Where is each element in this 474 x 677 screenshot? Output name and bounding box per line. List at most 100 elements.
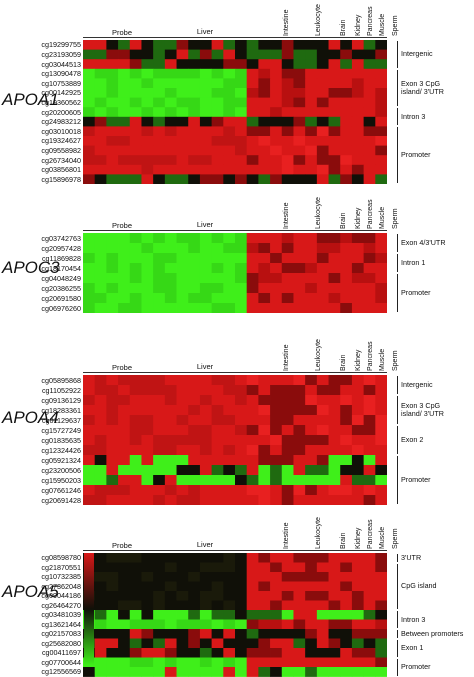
heatmap-cell xyxy=(129,455,142,466)
heatmap-cell xyxy=(223,59,236,70)
heatmap-cell xyxy=(188,253,201,264)
heatmap-cell xyxy=(293,253,306,264)
heatmap-cell xyxy=(223,283,236,294)
heatmap-cell xyxy=(106,126,119,137)
heatmap-cell xyxy=(258,562,271,573)
region-label-line: Promoter xyxy=(401,288,431,297)
heatmap-cell xyxy=(246,263,259,274)
heatmap-cell xyxy=(328,88,341,98)
heatmap-cell xyxy=(153,435,166,446)
gene-label-apoa5: APOA5 xyxy=(2,582,59,601)
heatmap-cell xyxy=(363,155,376,166)
heatmap-cell xyxy=(176,425,189,436)
heatmap-cell xyxy=(83,273,96,284)
heatmap-cell xyxy=(176,303,189,313)
heatmap-cell xyxy=(235,68,248,79)
heatmap-cell xyxy=(129,435,142,446)
heatmap-cell xyxy=(164,78,177,89)
heatmap-cell xyxy=(199,375,213,386)
heatmap-cell xyxy=(223,619,236,630)
heatmap-cell xyxy=(223,107,236,118)
heatmap-cell xyxy=(375,465,387,476)
heatmap-apoa1 xyxy=(83,40,387,184)
heatmap-cell xyxy=(235,638,248,649)
region-label-line: CpG island xyxy=(401,581,437,591)
heatmap-cell xyxy=(270,385,283,396)
heatmap-cell xyxy=(363,174,376,184)
heatmap-cell xyxy=(281,435,294,446)
heatmap-cell xyxy=(188,303,201,313)
heatmap-cell xyxy=(118,475,131,486)
heatmap-cell xyxy=(293,667,306,677)
heatmap-cell xyxy=(293,600,306,611)
heatmap-cell xyxy=(340,415,353,426)
heatmap-cell xyxy=(129,591,142,601)
heatmap-cell xyxy=(316,273,329,284)
heatmap-cell xyxy=(375,435,387,446)
heatmap-cell xyxy=(351,164,365,175)
heatmap-cell xyxy=(258,283,271,294)
heatmap-cell xyxy=(351,49,365,60)
probe-header: Probe xyxy=(112,221,133,230)
heatmap-cell xyxy=(153,395,166,406)
heatmap-cell xyxy=(270,465,283,476)
heatmap-cell xyxy=(363,107,376,118)
heatmap-cell xyxy=(188,375,201,386)
heatmap-cell xyxy=(235,572,248,582)
heatmap-cell xyxy=(188,657,201,668)
heatmap-cell xyxy=(363,619,376,630)
heatmap-cell xyxy=(328,667,341,677)
heatmap-cell xyxy=(118,145,131,156)
heatmap-cell xyxy=(340,619,353,630)
heatmap-cell xyxy=(340,553,353,563)
heatmap-cell xyxy=(270,610,283,620)
heatmap-cell xyxy=(246,553,259,563)
heatmap-cell xyxy=(188,283,201,294)
heatmap-cell xyxy=(246,243,259,254)
heatmap-cell xyxy=(153,385,166,396)
heatmap-cell xyxy=(176,591,189,601)
heatmap-cell xyxy=(129,116,142,127)
probe-label: cg23200506 xyxy=(41,465,81,475)
heatmap-cell xyxy=(270,303,283,313)
heatmap-cell xyxy=(106,49,119,60)
region-bracket xyxy=(397,611,398,628)
heatmap-cell xyxy=(305,263,318,274)
heatmap-cell xyxy=(199,629,213,639)
heatmap-cell xyxy=(328,145,341,156)
heatmap-cell xyxy=(316,59,329,70)
heatmap-cell xyxy=(129,174,142,184)
heatmap-cell xyxy=(153,572,166,582)
heatmap-cell xyxy=(188,415,201,426)
heatmap-cell xyxy=(328,562,341,573)
heatmap-cell xyxy=(246,88,259,98)
heatmap-cell xyxy=(164,97,177,108)
heatmap-cell xyxy=(199,405,213,416)
heatmap-cell xyxy=(293,155,306,166)
heatmap-cell xyxy=(363,385,376,396)
heatmap-cell xyxy=(199,68,213,79)
heatmap-cell xyxy=(211,59,224,70)
heatmap-cell xyxy=(305,435,318,446)
heatmap-cell xyxy=(305,465,318,476)
heatmap-cell xyxy=(316,385,329,396)
heatmap-cell xyxy=(340,303,353,313)
heatmap-cell xyxy=(129,619,142,630)
heatmap-cell xyxy=(270,78,283,89)
heatmap-cell xyxy=(94,375,107,386)
heatmap-cell xyxy=(281,405,294,416)
heatmap-cell xyxy=(153,600,166,611)
heatmap-cell xyxy=(246,78,259,89)
heatmap-cell xyxy=(164,375,177,386)
heatmap-cell xyxy=(188,233,201,244)
heatmap-cell xyxy=(281,619,294,630)
heatmap-cell xyxy=(351,638,365,649)
heatmap-cell xyxy=(328,155,341,166)
heatmap-cell xyxy=(94,405,107,416)
heatmap-cell xyxy=(83,375,96,386)
heatmap-cell xyxy=(176,97,189,108)
heatmap-cell xyxy=(141,415,154,426)
region-label-line: Intergenic xyxy=(401,380,433,389)
heatmap-cell xyxy=(316,425,329,436)
heatmap-cell xyxy=(164,495,177,505)
